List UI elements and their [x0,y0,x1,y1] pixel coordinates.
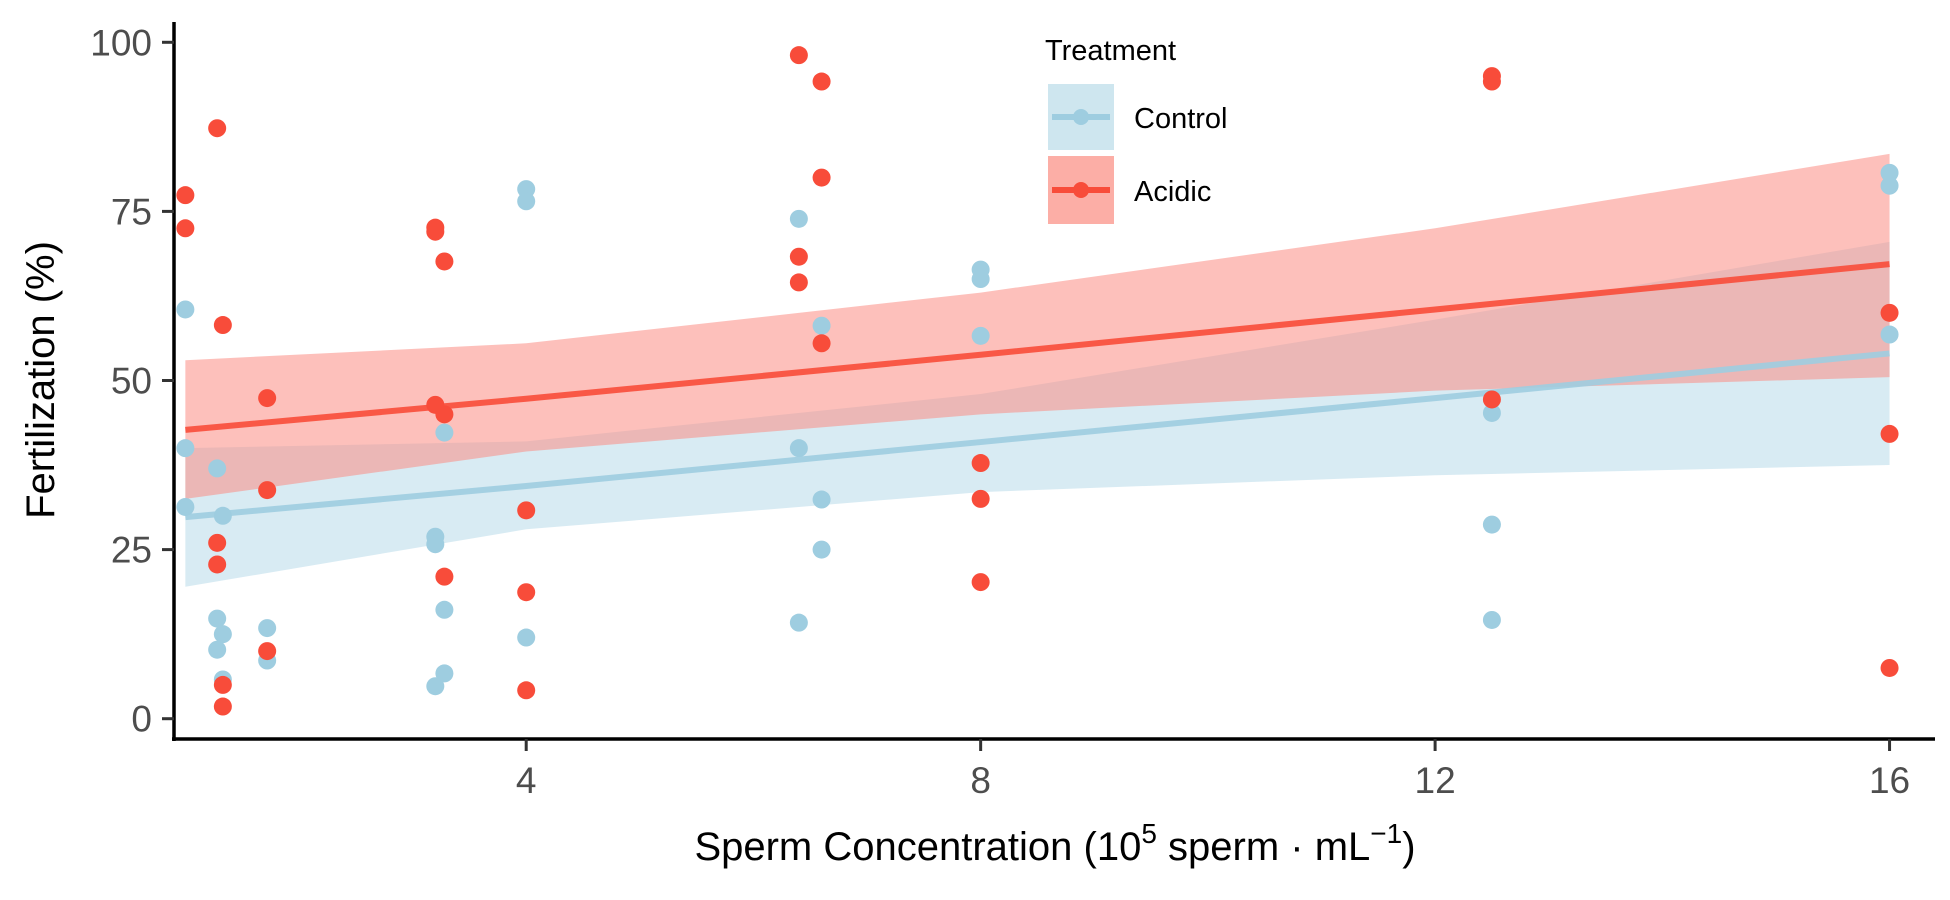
data-point-control [812,490,831,509]
data-point-control [208,459,227,478]
y-tick-label: 50 [111,361,152,402]
data-point-acidic [1482,72,1501,91]
data-point-control [1880,325,1899,344]
x-axis-title: Sperm Concentration (105 sperm · mL−1) [694,818,1415,869]
legend-title: Treatment [1045,35,1176,67]
data-point-control [176,300,195,319]
data-point-control [1482,403,1501,422]
x-tick-label: 12 [1415,760,1456,801]
trend-line-acidic [185,261,1890,433]
x-axis-title-end: ) [1402,825,1415,869]
data-point-acidic [812,334,831,353]
data-point-control [812,540,831,559]
data-point-control [1880,163,1899,182]
y-axis-ticks: 0 25 50 75 100 [90,22,174,740]
data-point-acidic [258,642,277,661]
data-point-acidic [1482,390,1501,409]
data-points [176,46,1899,716]
data-point-acidic [258,389,277,408]
data-point-control [789,613,808,632]
data-point-control [789,439,808,458]
data-point-acidic [435,567,454,586]
trend-lines [185,261,1890,521]
x-axis-title-exponent-minus-1: −1 [1370,818,1402,849]
confidence-band-acidic [185,153,1890,499]
y-axis-title: Fertilization (%) [19,241,63,519]
data-point-control [426,535,445,554]
data-point-control [208,609,227,628]
data-point-acidic [517,681,536,700]
data-point-control [435,600,454,619]
data-point-acidic [426,222,445,241]
data-point-control [208,640,227,659]
legend-label-acidic: Acidic [1134,176,1211,208]
x-axis-title-main: Sperm Concentration (10 [694,825,1141,869]
data-point-acidic [208,555,227,574]
data-point-control [435,423,454,442]
data-point-acidic [517,583,536,602]
axes: 0 25 50 75 100 4 8 12 16 [90,22,1935,801]
data-point-acidic [971,489,990,508]
legend: Treatment Control Acidic [1045,35,1228,224]
legend-point-acidic [1073,182,1089,198]
data-point-control [258,619,277,638]
data-point-acidic [812,72,831,91]
data-point-control [1880,176,1899,195]
legend-point-control [1073,109,1089,125]
data-point-acidic [208,119,227,138]
data-point-control [176,439,195,458]
x-axis-ticks: 4 8 12 16 [516,739,1910,801]
data-point-acidic [213,697,232,716]
x-tick-label: 8 [970,760,991,801]
y-tick-label: 25 [111,530,152,571]
x-tick-label: 4 [516,760,537,801]
confidence-bands [185,153,1890,587]
data-point-control [213,506,232,525]
data-point-control [789,209,808,228]
data-point-control [812,316,831,335]
data-point-acidic [517,501,536,520]
data-point-acidic [812,168,831,187]
data-point-acidic [258,481,277,500]
data-point-acidic [435,405,454,424]
data-point-acidic [1880,303,1899,322]
y-tick-label: 0 [131,699,152,740]
data-point-control [971,270,990,289]
data-point-acidic [971,573,990,592]
data-point-acidic [176,219,195,238]
data-point-acidic [213,316,232,335]
x-axis-title-exponent-5: 5 [1141,818,1157,849]
data-point-control [426,677,445,696]
data-point-acidic [789,46,808,65]
x-tick-label: 16 [1869,760,1910,801]
trend-line-control [185,350,1890,521]
data-point-control [1482,515,1501,534]
data-point-control [971,326,990,345]
data-point-control [1482,610,1501,629]
legend-label-control: Control [1134,103,1228,135]
data-point-control [517,628,536,647]
data-point-acidic [1880,658,1899,677]
data-point-acidic [971,454,990,473]
data-point-acidic [789,247,808,266]
y-tick-label: 100 [90,22,152,63]
x-axis-title-unit: sperm · mL [1157,825,1370,869]
data-point-control [213,625,232,644]
y-tick-label: 75 [111,191,152,232]
data-point-acidic [213,675,232,694]
legend-entry-control: Control [1048,84,1228,150]
data-point-acidic [208,533,227,552]
data-point-control [435,664,454,683]
data-point-acidic [435,252,454,271]
data-point-control [517,192,536,211]
legend-entry-acidic: Acidic [1048,156,1211,224]
data-point-control [176,497,195,516]
data-point-acidic [176,186,195,205]
data-point-acidic [1880,424,1899,443]
data-point-acidic [789,273,808,292]
